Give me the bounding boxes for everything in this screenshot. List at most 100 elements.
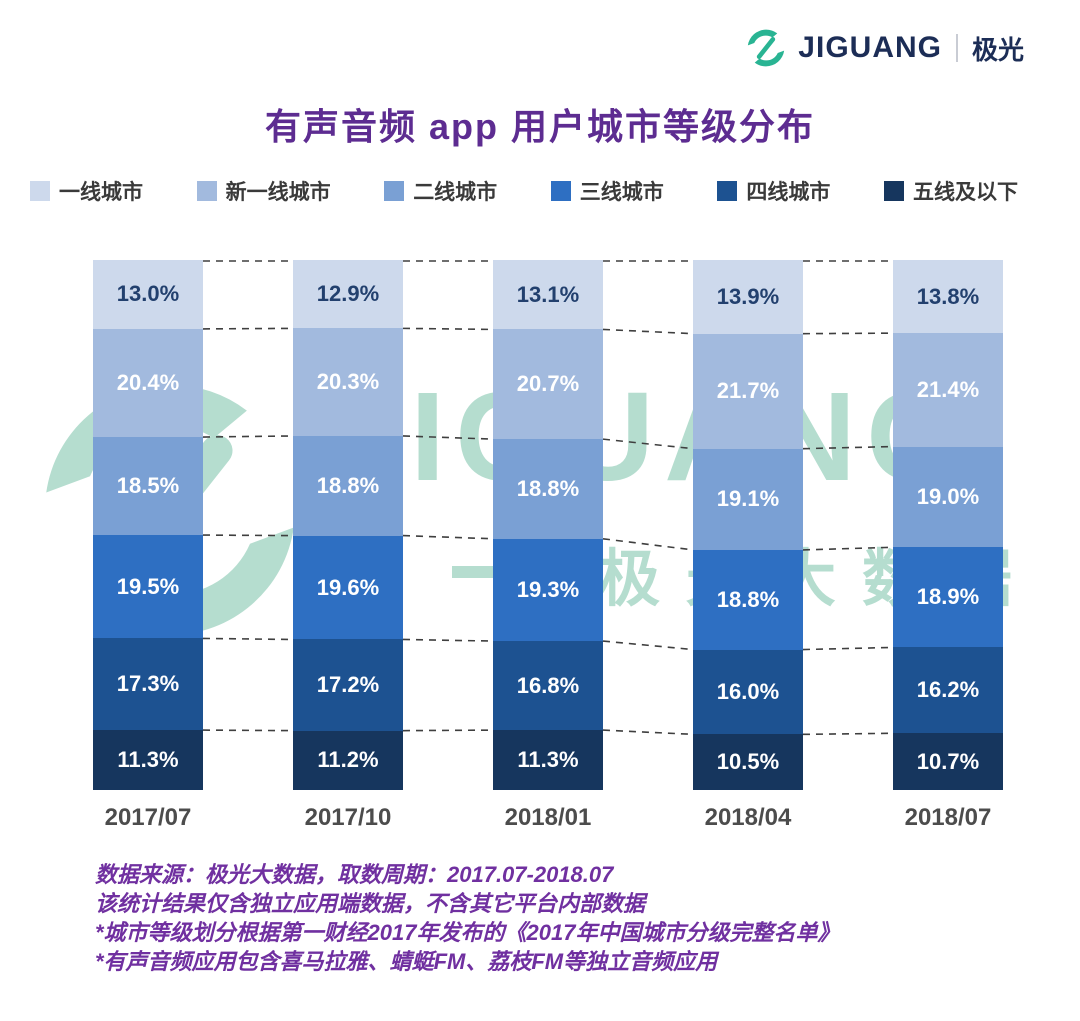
bar-segment: 19.6% xyxy=(293,535,403,640)
logo-separator xyxy=(955,34,958,62)
connector-line xyxy=(602,537,694,551)
segment-value-label: 18.8% xyxy=(316,472,380,498)
bar-segment: 21.7% xyxy=(693,333,803,449)
connector-line xyxy=(402,534,494,540)
legend-item: 五线及以下 xyxy=(883,176,1018,206)
connector-line xyxy=(802,332,894,335)
segment-value-label: 18.8% xyxy=(516,475,580,501)
bar-segment: 11.3% xyxy=(493,730,603,790)
x-axis-label: 2018/01 xyxy=(504,804,592,831)
footnote-line: 数据来源：极光大数据，取数周期：2017.07-2018.07 xyxy=(95,862,614,887)
legend-swatch xyxy=(384,181,405,201)
connector-line xyxy=(602,328,694,335)
footnote-line: *城市等级划分根据第一财经2017年发布的《2017年中国城市分级完整名单》 xyxy=(95,920,840,945)
legend-swatch xyxy=(30,181,50,201)
x-axis-label: 2018/07 xyxy=(904,804,992,831)
segment-value-label: 13.8% xyxy=(916,283,980,309)
logo-brand-text: JIGUANG xyxy=(798,31,942,64)
logo-suffix-text: 极光 xyxy=(971,34,1024,65)
bar-segment: 10.5% xyxy=(693,734,803,790)
x-axis-label: 2017/07 xyxy=(104,804,192,831)
legend-label: 四线城市 xyxy=(746,181,831,204)
stacked-bar: 13.9% 21.7% 19.1% 18.8% 16.0% 10.5% xyxy=(693,260,803,790)
segment-value-label: 17.2% xyxy=(316,672,380,698)
x-axis-label: 2018/04 xyxy=(704,804,792,831)
legend-label: 二线城市 xyxy=(413,181,498,204)
x-axis-label: 2017/10 xyxy=(304,804,392,831)
segment-value-label: 21.4% xyxy=(916,376,980,402)
bar-segment: 12.9% xyxy=(293,260,403,329)
stacked-bar-chart: JIGUANG 极光大数据 13.0% 20.4% 18.5% 19.5% 17.3% 1… xyxy=(0,260,1080,790)
bar-segment: 11.3% xyxy=(93,730,203,790)
connector-line xyxy=(202,637,294,641)
legend-label: 三线城市 xyxy=(579,181,664,204)
segment-value-label: 11.3% xyxy=(517,747,579,772)
stacked-bar: 13.8% 21.4% 19.0% 18.9% 16.2% 10.7% xyxy=(893,260,1003,790)
connector-line xyxy=(402,729,494,732)
segment-value-label: 11.3% xyxy=(117,747,179,773)
segment-value-label: 16.2% xyxy=(916,677,980,703)
connector-line xyxy=(202,534,294,537)
bar-segment: 13.0% xyxy=(93,260,203,329)
segment-value-label: 18.8% xyxy=(716,586,780,612)
segment-value-label: 20.3% xyxy=(316,369,380,395)
stacked-bar: 13.1% 20.7% 18.8% 19.3% 16.8% 11.3% xyxy=(493,260,603,790)
connector-line xyxy=(202,729,294,732)
connector-line xyxy=(802,546,894,551)
bar-segment: 18.8% xyxy=(493,439,603,539)
bar-segment: 18.8% xyxy=(693,549,803,650)
connector-line xyxy=(602,729,694,736)
bar-segment: 17.3% xyxy=(93,638,203,731)
segment-value-label: 20.7% xyxy=(516,371,580,397)
stacked-bar: 13.0% 20.4% 18.5% 19.5% 17.3% 11.3% xyxy=(93,260,203,790)
connector-line xyxy=(202,327,294,330)
segment-value-label: 19.3% xyxy=(516,576,580,602)
legend-label: 五线及以下 xyxy=(912,181,1018,204)
segment-value-label: 11.2% xyxy=(317,747,379,773)
legend-item: 二线城市 xyxy=(384,176,497,206)
legend-swatch xyxy=(883,181,904,201)
segment-value-label: 13.9% xyxy=(716,283,780,309)
stacked-bar: 12.9% 20.3% 18.8% 19.6% 17.2% 11.2% xyxy=(293,260,403,790)
segment-value-label: 16.8% xyxy=(516,672,580,698)
segment-value-label: 18.5% xyxy=(116,473,180,499)
bar-segment: 13.8% xyxy=(893,260,1003,334)
bar-segment: 19.1% xyxy=(693,448,803,550)
legend-swatch xyxy=(550,181,571,201)
footnote-line: *有声音频应用包含喜马拉雅、蜻蜓FM、荔枝FM等独立音频应用 xyxy=(95,949,718,974)
segment-value-label: 19.1% xyxy=(716,486,780,512)
connector-line xyxy=(402,638,494,642)
connector-line xyxy=(802,732,894,736)
segment-value-label: 16.0% xyxy=(716,678,780,704)
bar-segment: 18.5% xyxy=(93,437,203,536)
bar-segment: 11.2% xyxy=(293,730,403,790)
segment-value-label: 10.5% xyxy=(716,749,780,775)
bar-segment: 20.3% xyxy=(293,328,403,436)
segment-value-label: 13.0% xyxy=(116,281,180,307)
chart-legend: 一线城市 新一线城市 二线城市 三线城市 四线城市 五线及以下 xyxy=(30,176,1018,206)
segment-value-label: 10.7% xyxy=(916,748,980,774)
connector-line xyxy=(402,327,494,331)
chart-title: 有声音频 app 用户城市等级分布 xyxy=(264,106,815,147)
legend-item: 四线城市 xyxy=(717,176,830,206)
segment-value-label: 21.7% xyxy=(716,378,780,404)
legend-label: 一线城市 xyxy=(59,181,143,204)
legend-item: 新一线城市 xyxy=(196,176,331,206)
bar-segment: 18.8% xyxy=(293,435,403,536)
jiguang-logo: JIGUANG 极光 xyxy=(744,26,1024,70)
bar-segment: 17.2% xyxy=(293,639,403,731)
bar-segment: 18.9% xyxy=(893,547,1003,648)
jiguang-logo-icon xyxy=(748,29,785,67)
bar-segment: 13.9% xyxy=(693,260,803,334)
bar-segment: 19.3% xyxy=(493,538,603,642)
segment-value-label: 19.0% xyxy=(916,483,980,509)
legend-swatch xyxy=(717,181,738,201)
legend-item: 一线城市 xyxy=(30,176,143,206)
segment-value-label: 13.1% xyxy=(516,281,580,307)
segment-value-label: 12.9% xyxy=(316,281,380,307)
connector-line xyxy=(802,445,894,450)
segment-value-label: 17.3% xyxy=(116,671,180,697)
legend-item: 三线城市 xyxy=(550,176,664,206)
bar-segment: 19.5% xyxy=(93,535,203,639)
